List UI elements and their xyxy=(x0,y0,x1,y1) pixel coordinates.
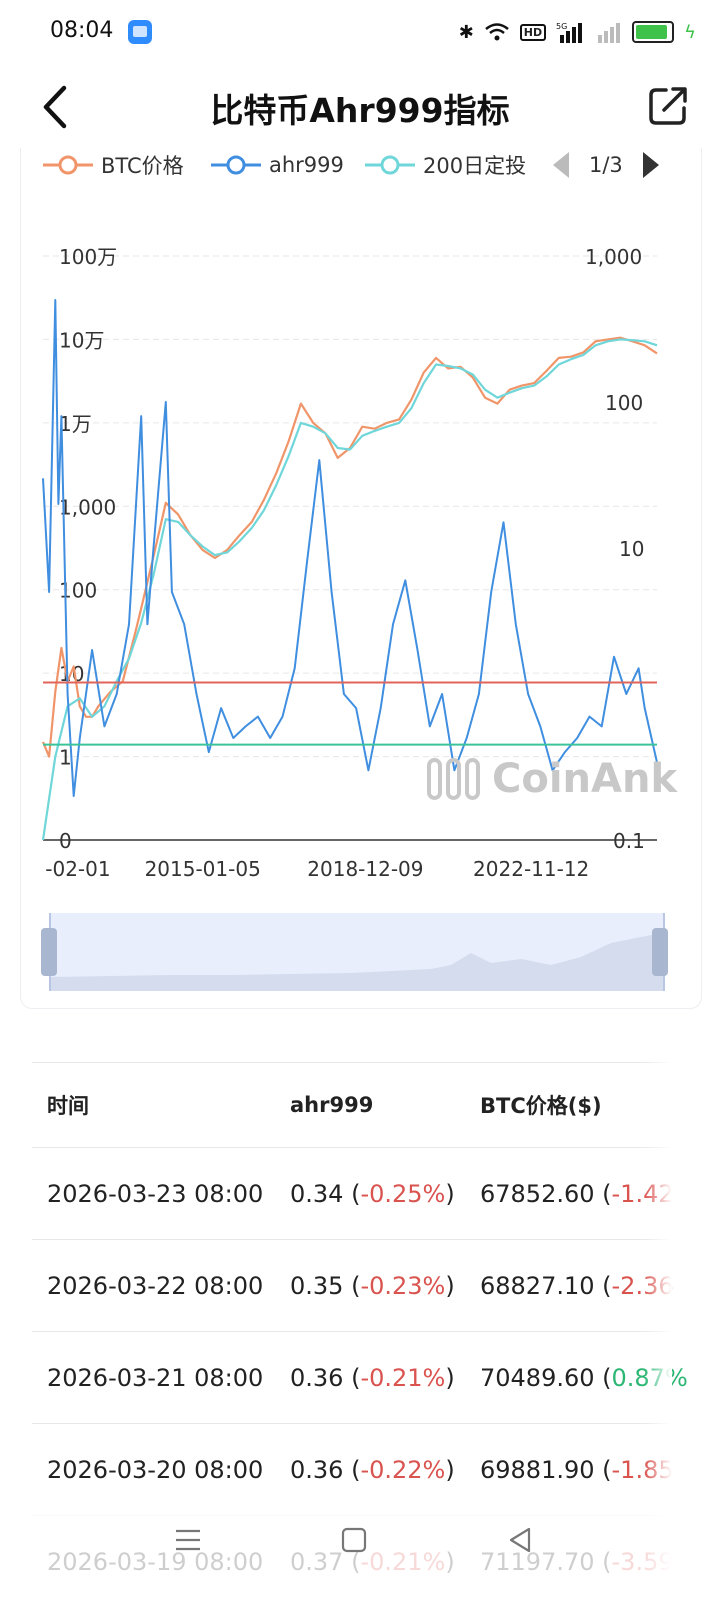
system-nav-bar xyxy=(0,1500,720,1612)
legend-ahr999-marker xyxy=(211,155,261,175)
legend-item-ahr999[interactable]: ahr999 xyxy=(211,150,344,180)
signal-icon: 5G xyxy=(556,22,583,43)
table-row[interactable]: 2026-03-20 08:00 0.36 (-0.22%) 69881.90 (-… xyxy=(32,1423,674,1515)
x-tick-label: 2022-11-12 xyxy=(473,857,589,881)
x-tick-label: -02-01 xyxy=(45,857,110,881)
y-right-tick-label: 100 xyxy=(605,391,643,415)
x-tick-label: 2018-12-09 xyxy=(307,857,423,881)
ahr-value: 0.36 xyxy=(290,1455,344,1484)
bluetooth-icon: ✱ xyxy=(458,21,474,43)
app-notification-icon xyxy=(128,20,152,44)
cell-time: 2026-03-21 08:00 xyxy=(47,1363,264,1392)
zoom-slider-track[interactable] xyxy=(49,913,665,991)
zoom-handle-right[interactable] xyxy=(652,928,668,976)
y-left-tick-label: 1,000 xyxy=(59,495,116,519)
table-row[interactable]: 2026-03-22 08:00 0.35 (-0.23%) 68827.10 (-… xyxy=(32,1239,674,1331)
coinank-logo-icon xyxy=(427,758,480,800)
charging-icon: ϟ xyxy=(684,21,696,43)
page-title: 比特币Ahr999指标 xyxy=(210,91,510,130)
wifi-icon xyxy=(484,23,509,41)
x-tick-label: 2015-01-05 xyxy=(145,857,261,881)
legend-label-btc: BTC价格 xyxy=(101,154,184,178)
legend-btc-marker xyxy=(43,155,93,175)
home-icon[interactable] xyxy=(334,1520,374,1560)
ahr-value: 0.35 xyxy=(290,1271,344,1300)
y-left-tick-label: 1万 xyxy=(59,412,92,436)
cell-ahr999: 0.36 (-0.22%) xyxy=(290,1455,455,1484)
y-left-tick-label: 0 xyxy=(59,829,72,853)
y-right-tick-label: 10 xyxy=(619,537,644,561)
cell-time: 2026-03-20 08:00 xyxy=(47,1455,264,1484)
status-bar: 08:04 ✱ HD 5G ϟ xyxy=(0,0,720,64)
series-line-BTC价格 xyxy=(41,336,658,758)
cell-time: 2026-03-22 08:00 xyxy=(47,1271,264,1300)
watermark-text: CoinAnk xyxy=(492,756,678,802)
y-right-tick-label: 0.1 xyxy=(613,829,645,853)
series-line-200日定投 xyxy=(41,338,658,841)
zoom-handle-left[interactable] xyxy=(41,928,57,976)
svg-text:5G: 5G xyxy=(556,22,567,31)
ahr-change: -0.23% xyxy=(360,1271,446,1300)
chart-legend: BTC价格 ahr999 200日定投 1/3 xyxy=(21,148,701,184)
ahr-value: 0.34 xyxy=(290,1179,344,1208)
y-left-tick-label: 100万 xyxy=(59,245,117,269)
legend-item-dca200[interactable]: 200日定投 xyxy=(365,150,526,180)
header-time[interactable]: 时间 xyxy=(47,1094,89,1118)
cell-ahr999: 0.35 (-0.23%) xyxy=(290,1271,455,1300)
legend-dca200-marker xyxy=(365,155,415,175)
header-ahr999[interactable]: ahr999 xyxy=(290,1093,374,1117)
ahr-value: 0.36 xyxy=(290,1363,344,1392)
menu-icon[interactable] xyxy=(168,1520,208,1560)
share-icon[interactable] xyxy=(646,84,690,128)
ahr-change: -0.22% xyxy=(360,1455,446,1484)
zoom-preview-area xyxy=(51,933,663,991)
title-bar: 比特币Ahr999指标 xyxy=(0,72,720,142)
y-left-tick-label: 10万 xyxy=(59,328,104,352)
header-btc-price[interactable]: BTC价格($) xyxy=(480,1094,602,1118)
back-icon[interactable] xyxy=(36,82,76,132)
table-header: 时间 ahr999 BTC价格($) xyxy=(32,1062,672,1147)
battery-icon xyxy=(632,21,675,43)
ahr-change: -0.25% xyxy=(360,1179,446,1208)
cell-ahr999: 0.34 (-0.25%) xyxy=(290,1179,455,1208)
ahr-change: -0.21% xyxy=(360,1363,446,1392)
signal-2-icon xyxy=(598,23,621,43)
table-row[interactable]: 2026-03-21 08:000.36 (-0.21%)70489.60 (0… xyxy=(32,1331,688,1423)
price-value: 69881.90 xyxy=(480,1455,595,1484)
price-value: 68827.10 xyxy=(480,1271,595,1300)
legend-next-icon[interactable] xyxy=(642,152,659,178)
legend-label-ahr999: ahr999 xyxy=(269,153,344,177)
table-row[interactable]: 2026-03-23 08:00 0.34 (-0.25%) 67852.60 (-… xyxy=(32,1147,674,1239)
chart-card: BTC价格 ahr999 200日定投 1/3 100万 10万 1万 1,000 10… xyxy=(20,148,702,1009)
price-value: 70489.60 xyxy=(480,1363,595,1392)
legend-label-dca200: 200日定投 xyxy=(423,154,527,178)
status-time: 08:04 xyxy=(50,18,114,43)
cell-time: 2026-03-23 08:00 xyxy=(47,1179,264,1208)
legend-prev-icon[interactable] xyxy=(553,152,569,178)
coinank-watermark: CoinAnk xyxy=(426,752,681,806)
legend-item-btc[interactable]: BTC价格 xyxy=(43,150,184,180)
legend-pager: 1/3 xyxy=(553,150,659,180)
chart-plot[interactable]: 100万10万1万1,00010010101,000100100.1-02-01… xyxy=(21,148,701,908)
y-left-tick-label: 1 xyxy=(59,746,72,770)
back-nav-icon[interactable] xyxy=(500,1520,540,1560)
cell-ahr999: 0.36 (-0.21%) xyxy=(290,1363,455,1392)
series-line-ahr999 xyxy=(42,299,658,797)
price-value: 67852.60 xyxy=(480,1179,595,1208)
y-right-tick-label: 1,000 xyxy=(585,245,642,269)
hd-badge: HD xyxy=(519,23,547,41)
legend-page: 1/3 xyxy=(589,153,623,177)
